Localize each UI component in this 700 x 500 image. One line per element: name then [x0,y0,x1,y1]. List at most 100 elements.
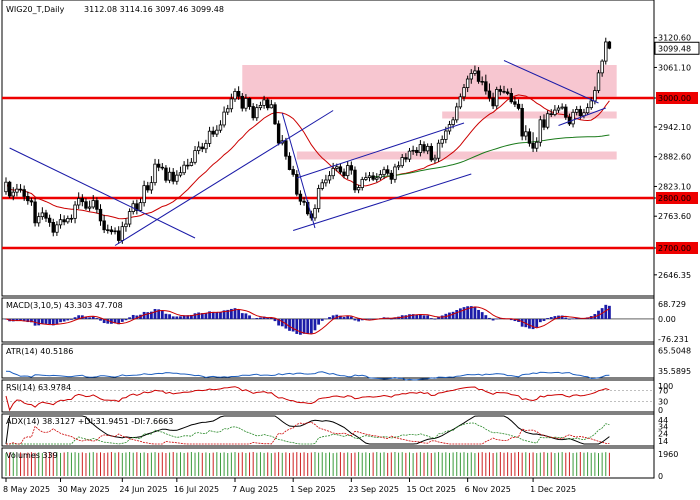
candle-body [302,200,306,203]
panel-adx-frame [1,413,655,447]
candle-body [360,179,364,188]
candle [556,105,561,113]
candle [400,154,404,168]
candle-body [393,166,397,180]
candle-body [516,103,521,109]
candle [458,93,463,110]
candle [371,172,375,182]
candle-body [367,175,372,179]
candle-body [476,70,481,82]
minus-di-line [6,421,610,445]
candle-body [113,230,117,233]
candle [258,101,263,111]
candle [164,165,168,183]
macd-bar [360,318,364,321]
chart-header-ohlc: 3112.08 3114.16 3097.46 3099.48 [84,5,224,14]
macd-bar [273,318,277,322]
macd-bar [171,316,175,319]
macd-bar [226,309,230,319]
candle-body [62,219,66,223]
price-tick-label: 2700.00 [658,244,691,253]
macd-bar [306,318,310,335]
candle-body [204,142,208,150]
candle [156,159,161,172]
adx-tick-label: 14 [658,437,668,446]
macd-bar [164,313,168,319]
macd-bar [124,318,128,321]
candle-body [342,171,346,177]
macd-bar [255,317,259,319]
candle-body [542,119,546,128]
candle [98,204,103,226]
macd-bar [244,313,248,319]
candle-body [400,157,404,167]
trendline-5 [296,122,465,179]
candle-body [77,198,81,206]
candle-body [244,98,248,109]
candle [385,165,390,176]
macd-bar [70,318,73,320]
candle-body [127,211,132,225]
macd-bar [204,312,208,319]
candle [200,142,204,153]
macd-bar [477,309,480,319]
candle [571,109,575,128]
macd-bar [433,318,437,320]
candle [560,103,564,110]
candle [15,183,19,197]
candle [320,179,324,191]
macd-bar [237,309,241,319]
candle-body [480,81,484,83]
price-tick-label: 3061.10 [658,63,691,72]
macd-bar [546,318,550,319]
candle-body [109,229,114,233]
candle-body [287,155,292,170]
candle-body [389,172,394,180]
macd-bar [240,313,244,319]
candle-body [455,106,459,121]
candle-body [433,157,437,161]
macd-bar [146,312,150,319]
candle [596,69,601,94]
macd-bar [535,318,539,328]
candle-body [226,108,230,113]
candle-body [585,107,590,114]
candle-body [345,165,350,177]
macd-bar [62,318,66,322]
candle-body [462,87,466,98]
candle [316,184,321,213]
date-tick-label: 15 Oct 2025 [406,485,455,494]
macd-bar [113,318,117,324]
macd-bar [229,308,233,319]
candle [364,172,368,181]
candle-body [240,95,244,109]
candle-body [276,123,281,144]
macd-bar [320,318,324,321]
candle [33,197,37,227]
candle-body [338,166,343,173]
candle-body [186,164,190,167]
candle-body [124,223,128,228]
candle [229,93,234,113]
price-tick-label: 2763.60 [658,212,691,221]
candle [473,65,477,76]
candle [375,173,379,183]
candle [22,185,26,201]
price-tick-label: 3120.60 [658,34,691,43]
macd-bar [309,318,313,334]
macd-bar [120,318,124,322]
macd-bar [458,308,462,319]
candle [313,204,317,221]
candle [549,109,553,118]
macd-bar [538,318,542,323]
candle [58,214,63,229]
macd-bar [560,315,564,319]
candle-body [222,111,226,126]
candle-body [91,200,95,208]
candle [542,114,546,131]
macd-bar [150,311,153,319]
candle [480,76,484,86]
candle-body [440,138,444,144]
candle-body [375,177,379,180]
